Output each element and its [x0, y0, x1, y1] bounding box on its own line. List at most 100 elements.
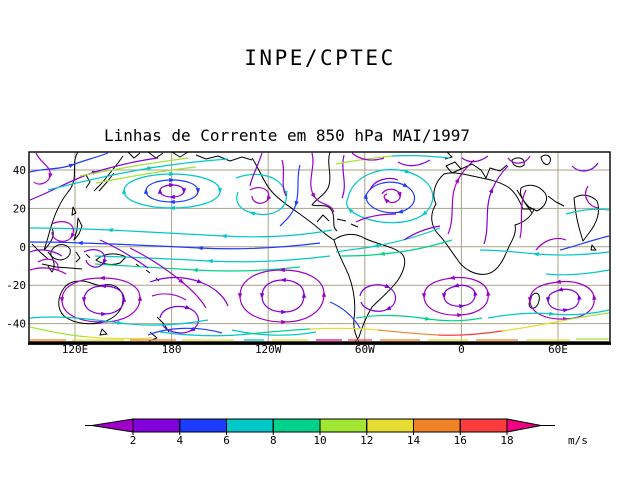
streamline	[507, 155, 531, 164]
lon-tick-label: 120E	[62, 343, 89, 356]
coastline	[547, 195, 565, 207]
streamline	[87, 336, 153, 340]
streamline	[479, 249, 610, 257]
streamline	[29, 152, 109, 173]
streamline	[147, 327, 223, 336]
coastline	[99, 328, 108, 336]
streamline	[351, 152, 385, 161]
streamline	[559, 235, 610, 251]
lon-tick-label: 180	[162, 343, 182, 356]
lon-tick-label: 60E	[548, 343, 568, 356]
coastline	[590, 244, 597, 251]
lat-tick-label: 20	[13, 202, 26, 215]
streamline	[145, 180, 198, 202]
streamline	[149, 276, 229, 307]
coastline	[460, 163, 508, 179]
lat-tick-label: 0	[19, 241, 26, 254]
streamline	[99, 239, 149, 269]
streamline	[501, 319, 567, 332]
coastline	[511, 154, 551, 168]
coastline	[31, 243, 83, 270]
lon-tick-label: 0	[458, 343, 465, 356]
streamline	[365, 182, 416, 213]
coastline	[445, 161, 462, 174]
coastline	[95, 253, 127, 265]
streamline	[483, 165, 509, 245]
streamline	[585, 185, 599, 209]
streamline	[355, 314, 483, 322]
streamline	[535, 237, 567, 251]
colorbar-tick-label: 6	[223, 434, 230, 447]
streamline	[545, 269, 610, 276]
page-title: INPE/CPTEC	[244, 46, 396, 70]
streamline	[29, 267, 67, 275]
coastline	[333, 233, 406, 343]
streamline	[159, 331, 249, 337]
colorbar-segment	[413, 418, 461, 433]
colorbar-segment	[366, 418, 414, 433]
coastline	[431, 172, 535, 275]
streamline	[565, 208, 610, 215]
x-axis-labels: 120E 180 120W 60W 0 60E	[62, 343, 568, 356]
colorbar-segment	[272, 418, 321, 433]
streamline	[51, 221, 76, 242]
lon-tick-label: 120W	[255, 343, 282, 356]
coastline	[43, 151, 79, 251]
streamline	[239, 270, 324, 322]
colorbar-segment	[319, 418, 368, 433]
streamline	[231, 329, 317, 336]
colorbar-segment	[226, 418, 274, 433]
streamline	[335, 155, 393, 165]
streamline	[33, 152, 53, 185]
streamline	[281, 159, 287, 197]
streamline	[129, 247, 207, 309]
lat-tick-label: 40	[13, 164, 26, 177]
streamline	[377, 329, 439, 336]
streamline	[529, 282, 594, 320]
lat-tick-label: -40	[6, 318, 26, 331]
coastline	[573, 194, 600, 242]
streamline	[151, 293, 187, 301]
streamline	[487, 309, 610, 319]
streamline	[547, 289, 579, 310]
map-streamlines	[29, 152, 610, 341]
streamline	[29, 249, 63, 257]
colorbar-segment	[179, 418, 227, 433]
streamline	[571, 162, 599, 172]
streamline	[29, 326, 89, 338]
colorbar-tick-label: 10	[313, 434, 326, 447]
streamline	[423, 278, 488, 316]
map-frame	[28, 151, 611, 345]
coastline	[311, 151, 338, 232]
streamline	[29, 157, 159, 201]
colorbar-right-tip	[506, 418, 542, 433]
y-axis-labels: 40 20 0 -20 -40	[6, 164, 26, 331]
streamline	[79, 157, 189, 177]
colorbar-tick-label: 8	[270, 434, 277, 447]
streamline	[29, 240, 321, 251]
streamline	[235, 173, 288, 216]
coastline	[316, 214, 330, 223]
streamline	[355, 213, 397, 223]
streamline	[339, 239, 453, 257]
colorbar-tick-label: 16	[454, 434, 467, 447]
coastline	[73, 217, 83, 241]
streamline	[359, 283, 397, 312]
streamline	[397, 159, 431, 167]
coastline	[43, 227, 55, 273]
streamline	[447, 159, 475, 235]
streamline	[565, 312, 610, 321]
streamline	[335, 227, 441, 253]
colorbar-segment	[132, 418, 181, 433]
streamline	[159, 305, 199, 334]
streamline	[159, 185, 184, 197]
streamline	[341, 154, 345, 199]
streamline	[443, 285, 475, 306]
streamline	[261, 280, 304, 312]
streamline	[391, 155, 451, 159]
streamline	[310, 152, 335, 213]
coastline	[516, 189, 533, 214]
streamline	[519, 189, 527, 239]
streamline	[83, 249, 108, 268]
coastline	[520, 184, 548, 212]
